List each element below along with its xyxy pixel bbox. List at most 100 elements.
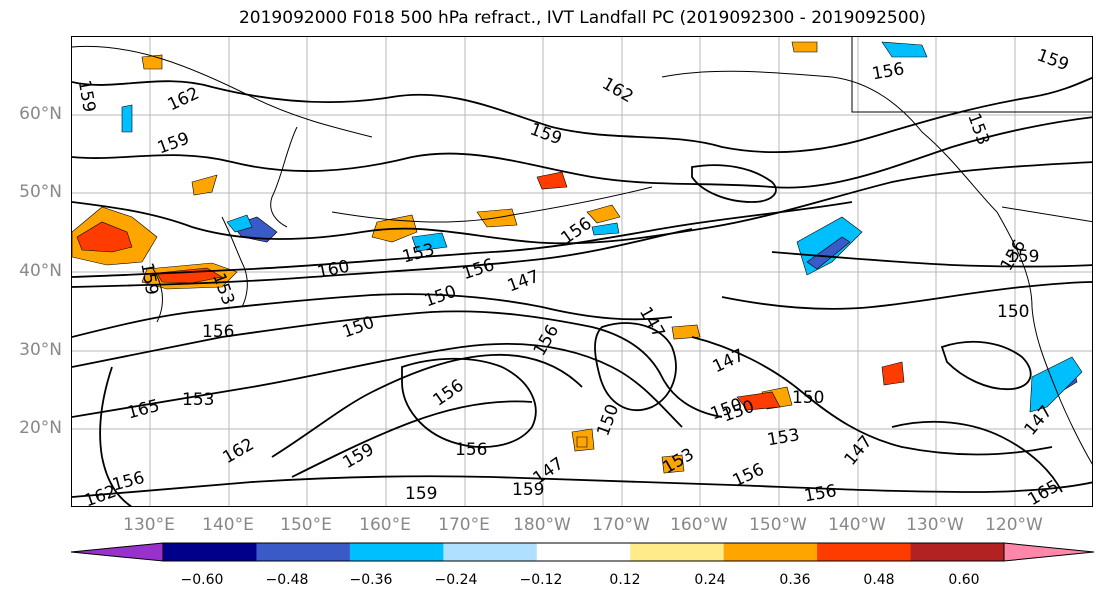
shade-patch-orange-9 [671, 324, 701, 340]
contour-label: 162 [220, 434, 258, 468]
contour-label: 150 [422, 282, 459, 312]
shade-patch-cyan-9 [121, 104, 133, 133]
contour-line-7 [72, 310, 723, 418]
shade-patch-orange-8 [791, 41, 818, 53]
lon-label-160w: 160°W [670, 515, 728, 535]
contour-line-11 [72, 475, 1092, 498]
contour-label: 156 [430, 376, 468, 411]
shade-patch-cyan-7 [1029, 356, 1083, 413]
height-contours [72, 76, 1092, 506]
lon-label-160e: 160°E [359, 515, 411, 535]
colorbar-tick: 0.36 [779, 572, 811, 588]
shade-patch-red-6 [881, 361, 905, 386]
shade-patch-cyan-3 [591, 222, 620, 236]
contour-label: 159 [527, 119, 564, 149]
coast-japan [221, 216, 248, 308]
contour-line-5 [72, 228, 693, 288]
contour-line-17 [891, 420, 1063, 493]
contour-line-13 [721, 281, 1092, 310]
colorbar-segments [70, 542, 1095, 562]
contour-label: 159 [155, 129, 192, 159]
colorbar-tick: −0.12 [519, 572, 563, 588]
lat-label-30n: 30°N [19, 340, 62, 360]
coast-aleutians [331, 186, 653, 223]
contour-label: 160 [315, 257, 351, 283]
contour-label: 159 [340, 439, 378, 473]
lat-label-60n: 60°N [19, 104, 62, 124]
shade-patch-cyan-8 [881, 41, 928, 58]
contour-label: 162 [82, 482, 119, 507]
contour-label: 147 [710, 345, 748, 377]
colorbar-segment [349, 543, 444, 561]
shade-patch-kamchatka-orange [191, 174, 218, 196]
lat-label-20n: 20°N [19, 418, 62, 438]
contour-label: 159 [74, 79, 99, 114]
shade-patch-orange-7 [661, 454, 685, 474]
colorbar-tick: 0.12 [609, 572, 641, 588]
shade-patch-blue-4 [806, 236, 851, 270]
colorbar-tick: 0.48 [863, 572, 895, 588]
shade-patch-aleutian-red [536, 171, 568, 190]
contour-label: 153 [766, 425, 801, 450]
lon-label-140w: 140°W [828, 515, 886, 535]
map-panel: 159 162 159 162 156 159 159 153 159 153 … [71, 36, 1093, 507]
contour-label: 150 [593, 402, 623, 439]
contour-label: 153 [208, 271, 238, 308]
lon-label-180w: 180°W [513, 515, 571, 535]
contour-label: 159 [512, 480, 544, 500]
contour-line-20 [940, 340, 1032, 390]
lon-label-130e: 130°E [123, 515, 175, 535]
coastlines [72, 37, 1092, 465]
colorbar-tick: −0.60 [180, 572, 224, 588]
colorbar-segment [910, 543, 1005, 561]
colorbar-segment [817, 543, 912, 561]
colorbar-segment [443, 543, 538, 561]
lon-label-150w: 150°W [749, 515, 807, 535]
contour-label: 147 [505, 267, 542, 297]
ivt-shading [72, 41, 1083, 474]
colorbar-extend-min [70, 542, 164, 562]
contour-label: 156 [460, 255, 497, 284]
contour-label: 165 [125, 396, 162, 424]
contour-label: 162 [599, 74, 637, 108]
lat-label-50n: 50°N [19, 182, 62, 202]
contour-line-10 [291, 400, 533, 478]
map-canvas: 159 162 159 162 156 159 159 153 159 153 … [72, 37, 1092, 507]
contour-label: 165 [1025, 476, 1063, 507]
lon-label-130w: 130°W [906, 515, 964, 535]
colorbar-segment [723, 543, 818, 561]
contour-line-18 [99, 366, 133, 506]
contour-label: 156 [803, 481, 838, 506]
lon-label-150e: 150°E [280, 515, 332, 535]
graticule [72, 37, 1092, 506]
shade-patch-orange-4 [586, 204, 621, 224]
contour-line-19 [691, 164, 777, 203]
contour-line-8 [72, 343, 683, 428]
colorbar-tick: −0.36 [349, 572, 393, 588]
coast-north-america [996, 211, 1092, 465]
contour-line-15 [401, 357, 537, 448]
contour-label: 156 [870, 59, 905, 84]
colorbar-segment [163, 543, 257, 561]
lon-label-170w: 170°W [592, 515, 650, 535]
contour-line-6 [72, 293, 673, 338]
coast-asia-north [72, 45, 373, 138]
colorbar-segment [630, 543, 725, 561]
map-title: 2019092000 F018 500 hPa refract., IVT La… [238, 8, 926, 28]
colorbar-segment [536, 543, 631, 561]
contour-label: 159 [136, 261, 161, 296]
contour-label: 156 [202, 322, 234, 342]
lon-label-120w: 120°W [985, 515, 1043, 535]
contour-label: 159 [1007, 247, 1039, 267]
contour-label: 153 [182, 390, 214, 410]
contour-label: 159 [1034, 45, 1071, 75]
colorbar-extend-max [1003, 542, 1095, 562]
shade-patch-red-5 [736, 391, 781, 411]
lon-label-170e: 170°E [438, 515, 490, 535]
contour-label: 150 [792, 388, 824, 408]
contour-line-12 [691, 336, 1053, 456]
colorbar-outline [162, 542, 1005, 562]
coast-bc [1001, 206, 1092, 223]
shade-patch-orange-11 [576, 436, 588, 448]
contour-line-2 [72, 116, 1092, 189]
